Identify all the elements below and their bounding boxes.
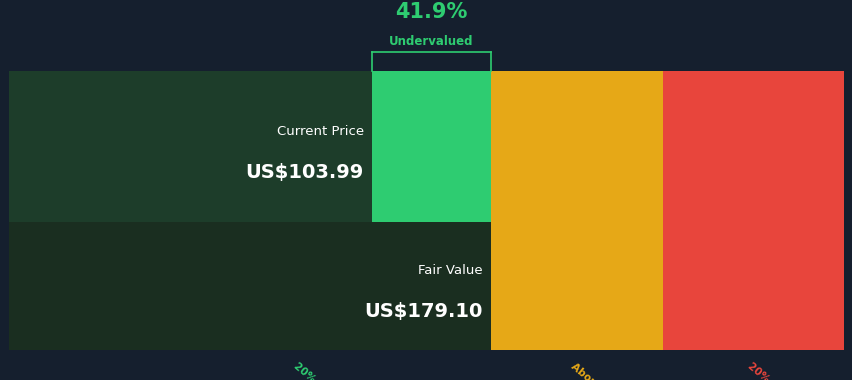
Bar — [9, 222, 490, 350]
Bar — [490, 71, 662, 350]
Text: Current Price: Current Price — [276, 125, 363, 138]
Bar — [9, 71, 371, 222]
Text: 20% Overvalued: 20% Overvalued — [745, 361, 825, 380]
Text: US$103.99: US$103.99 — [245, 163, 363, 182]
Text: About Right: About Right — [568, 361, 628, 380]
Bar — [9, 71, 490, 350]
Text: Undervalued: Undervalued — [389, 35, 473, 49]
Text: US$179.10: US$179.10 — [364, 302, 482, 321]
Bar — [662, 71, 843, 350]
Text: Fair Value: Fair Value — [417, 264, 482, 277]
Text: 41.9%: 41.9% — [394, 2, 467, 22]
Text: 20% Undervalued: 20% Undervalued — [292, 361, 377, 380]
